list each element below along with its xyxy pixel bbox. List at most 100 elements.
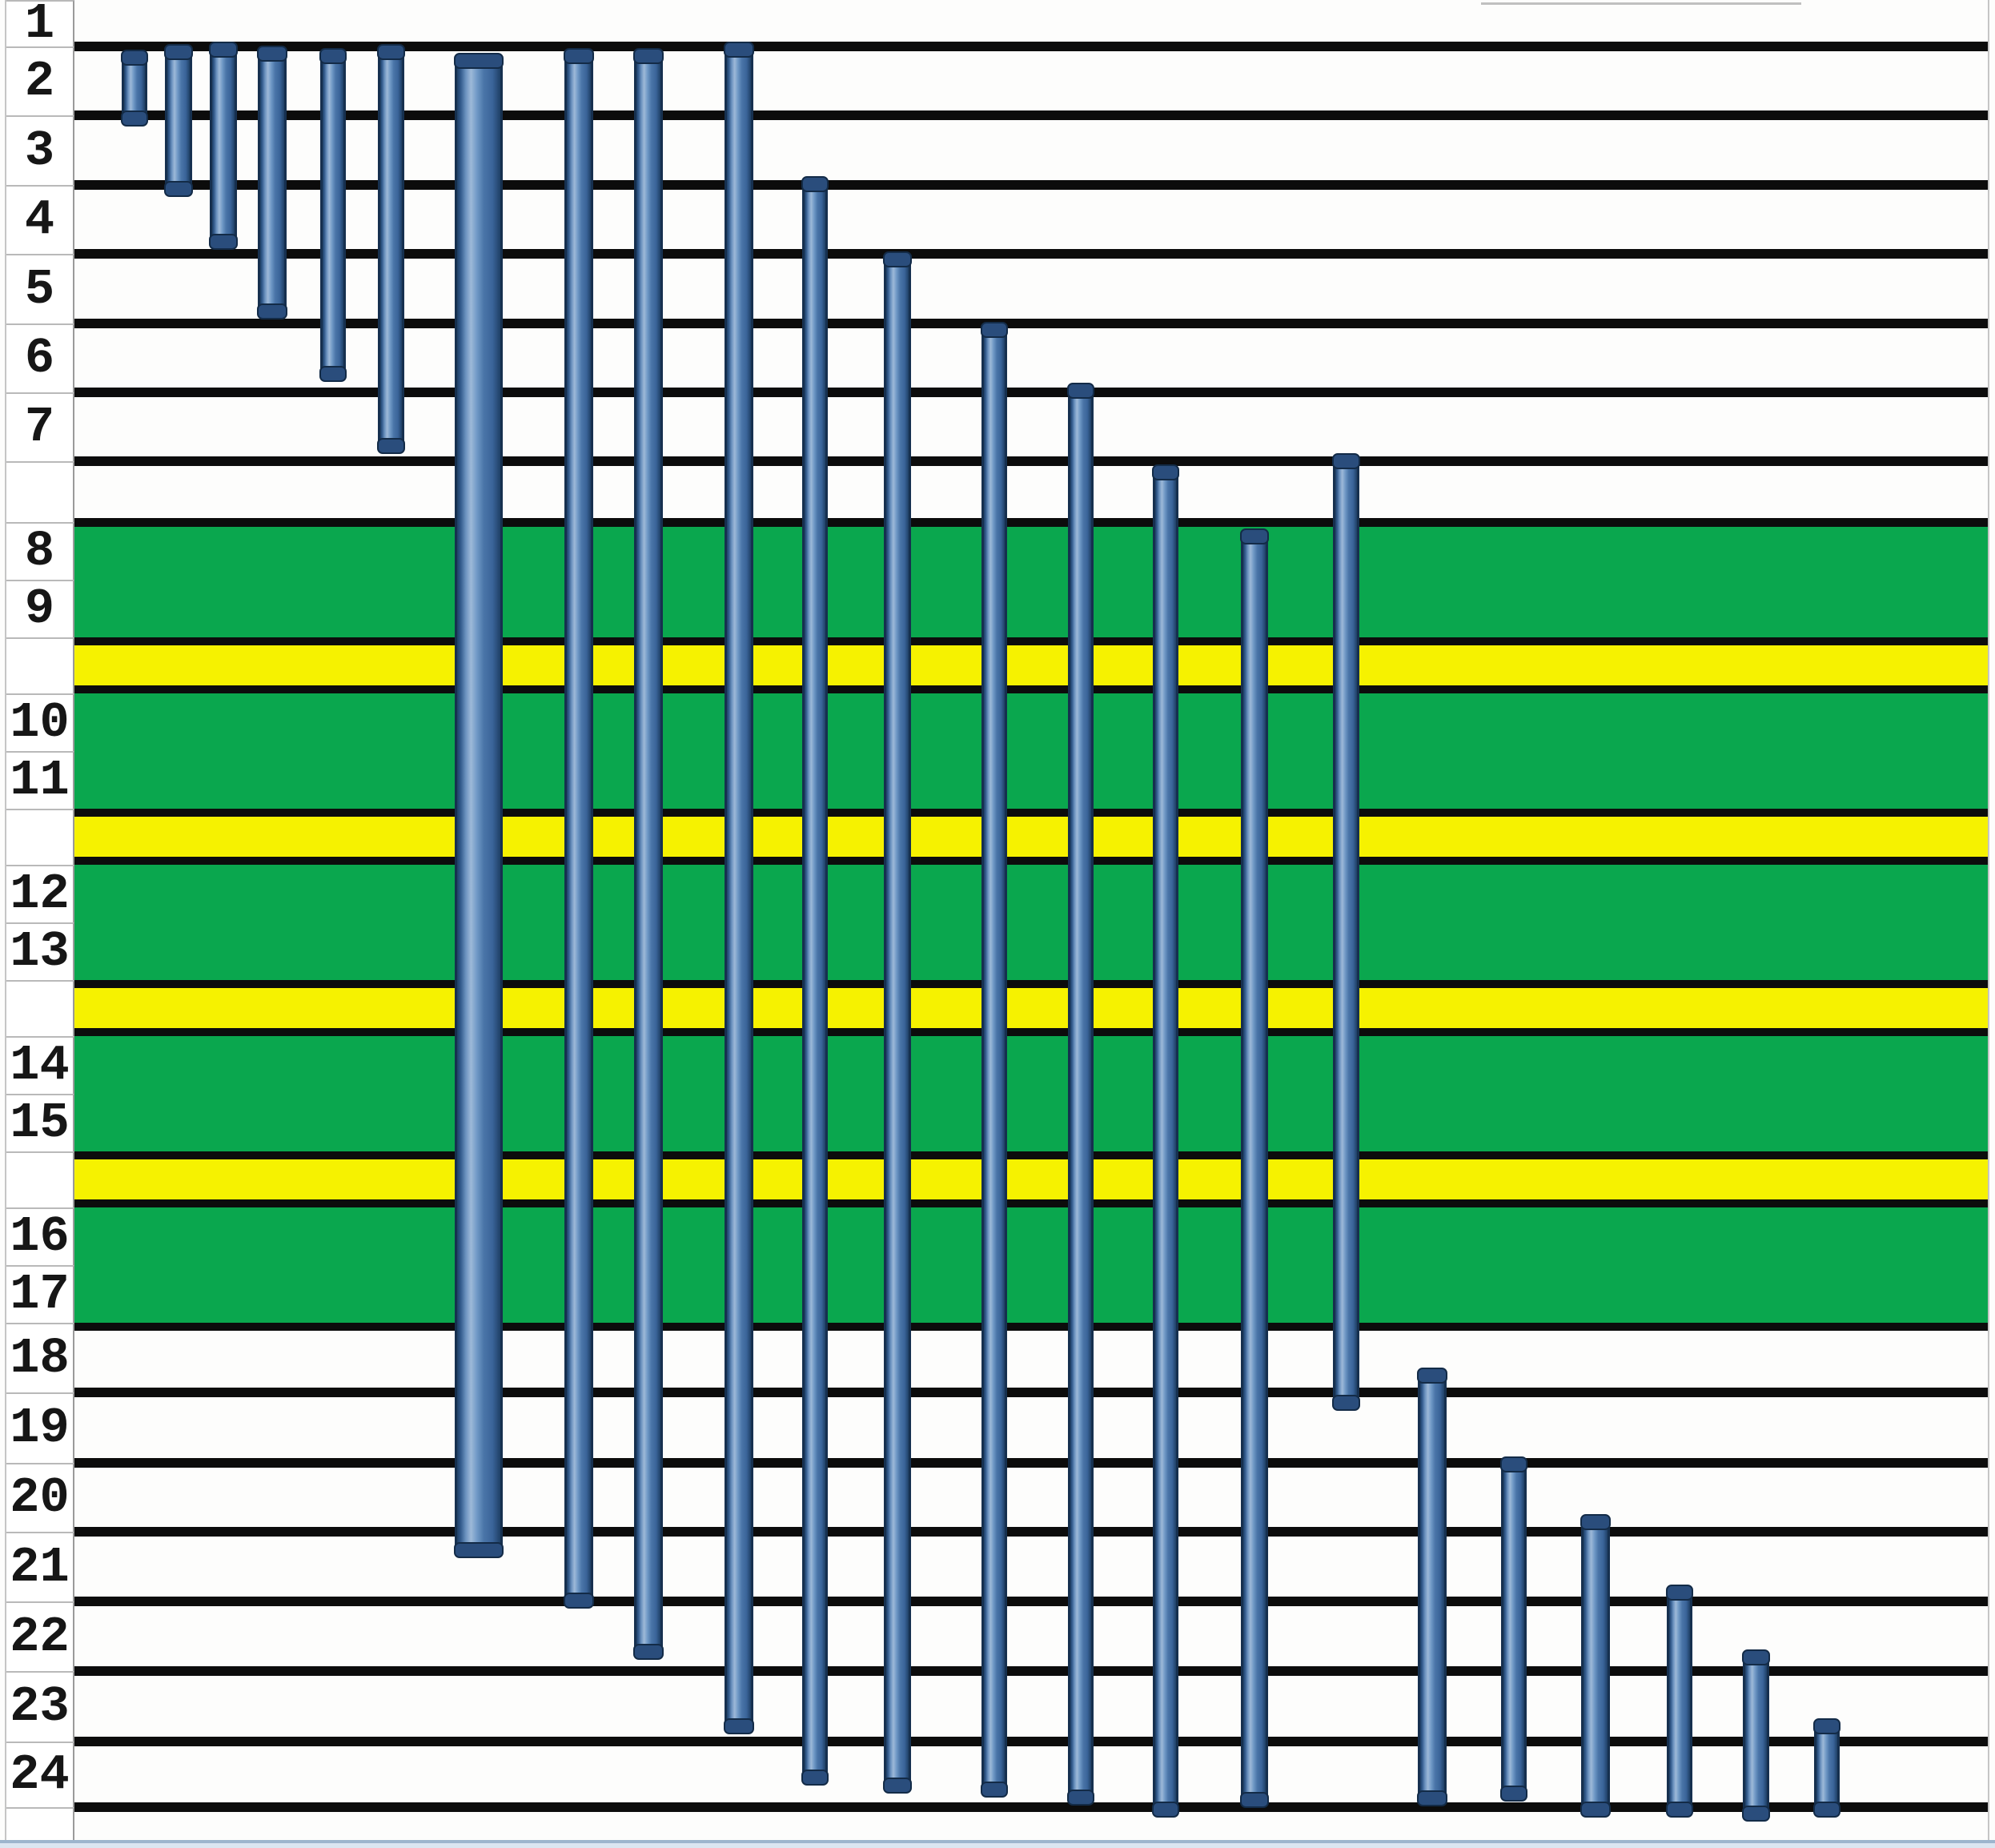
row-label: 16 bbox=[10, 1208, 70, 1265]
band-border-line bbox=[74, 809, 1988, 817]
bar-top-cap bbox=[1742, 1649, 1770, 1665]
data-bar-col-7[interactable] bbox=[454, 53, 504, 1558]
band-border-line bbox=[74, 685, 1988, 693]
row-header-23[interactable]: 23 bbox=[6, 1671, 74, 1742]
row-header-9[interactable]: 9 bbox=[6, 580, 74, 637]
row-header-blank[interactable] bbox=[6, 1807, 74, 1840]
row-header-7[interactable]: 7 bbox=[6, 392, 74, 461]
data-bar-col-19[interactable] bbox=[1500, 1456, 1527, 1802]
green-highlight-band bbox=[74, 1207, 1988, 1323]
bar-top-cap bbox=[1332, 453, 1360, 469]
data-bar-col-4[interactable] bbox=[257, 46, 287, 319]
data-bar-col-12[interactable] bbox=[883, 251, 912, 1794]
footer-fill bbox=[0, 1843, 1995, 1848]
row-header-blank[interactable] bbox=[6, 461, 74, 522]
green-highlight-band bbox=[74, 1036, 1988, 1151]
green-highlight-band bbox=[74, 693, 1988, 809]
row-header-11[interactable]: 11 bbox=[6, 751, 74, 809]
row-header-5[interactable]: 5 bbox=[6, 254, 74, 323]
bar-bottom-cap bbox=[1666, 1802, 1693, 1818]
bar-top-cap bbox=[1813, 1718, 1840, 1734]
row-header-10[interactable]: 10 bbox=[6, 693, 74, 751]
row-header-14[interactable]: 14 bbox=[6, 1036, 74, 1094]
bar-top-cap bbox=[564, 48, 594, 64]
gridline bbox=[74, 1597, 1988, 1606]
bar-bottom-cap bbox=[981, 1782, 1008, 1798]
data-bar-col-8[interactable] bbox=[564, 48, 594, 1609]
row-header-21[interactable]: 21 bbox=[6, 1532, 74, 1601]
bar-bottom-cap bbox=[121, 110, 148, 127]
bar-bottom-cap bbox=[1742, 1806, 1770, 1822]
row-header-2[interactable]: 2 bbox=[6, 46, 74, 115]
bar-top-cap bbox=[209, 42, 238, 58]
data-bar-col-9[interactable] bbox=[633, 48, 664, 1660]
row-header-18[interactable]: 18 bbox=[6, 1323, 74, 1392]
data-bar-col-23[interactable] bbox=[1813, 1718, 1840, 1818]
gridline bbox=[74, 1737, 1988, 1746]
data-bar-col-15[interactable] bbox=[1152, 464, 1179, 1818]
row-header-12[interactable]: 12 bbox=[6, 865, 74, 922]
bar-bottom-cap bbox=[633, 1644, 664, 1660]
row-header-blank[interactable] bbox=[6, 637, 74, 693]
row-header-blank[interactable] bbox=[6, 1151, 74, 1207]
row-header-4[interactable]: 4 bbox=[6, 185, 74, 254]
yellow-separator-band bbox=[74, 645, 1988, 685]
row-header-6[interactable]: 6 bbox=[6, 323, 74, 392]
data-bar-col-16[interactable] bbox=[1240, 528, 1269, 1808]
bar-top-cap bbox=[257, 46, 287, 62]
row-header-24[interactable]: 24 bbox=[6, 1742, 74, 1807]
row-label: 23 bbox=[10, 1678, 70, 1735]
bar-bottom-cap bbox=[164, 181, 193, 197]
data-bar-col-1[interactable] bbox=[121, 50, 148, 127]
row-header-blank[interactable] bbox=[6, 980, 74, 1036]
sheet-left-border bbox=[5, 0, 6, 1848]
data-bar-col-3[interactable] bbox=[209, 42, 238, 250]
bar-bottom-cap bbox=[1152, 1802, 1179, 1818]
gridline bbox=[74, 110, 1988, 120]
sheet-right-border bbox=[1988, 0, 1989, 1848]
data-bar-col-6[interactable] bbox=[377, 44, 405, 454]
data-bar-col-21[interactable] bbox=[1666, 1585, 1693, 1818]
data-bar-col-2[interactable] bbox=[164, 44, 193, 197]
row-label: 5 bbox=[24, 260, 55, 318]
data-bar-col-13[interactable] bbox=[981, 322, 1008, 1798]
bar-top-cap bbox=[1666, 1585, 1693, 1601]
data-bar-col-14[interactable] bbox=[1067, 383, 1094, 1806]
row-header-22[interactable]: 22 bbox=[6, 1601, 74, 1671]
bar-bottom-cap bbox=[883, 1778, 912, 1794]
green-highlight-band bbox=[74, 527, 1988, 637]
row-header-13[interactable]: 13 bbox=[6, 922, 74, 980]
data-bar-col-20[interactable] bbox=[1580, 1514, 1611, 1818]
data-bar-col-18[interactable] bbox=[1417, 1368, 1447, 1806]
row-header-20[interactable]: 20 bbox=[6, 1463, 74, 1532]
row-header-16[interactable]: 16 bbox=[6, 1207, 74, 1265]
row-header-17[interactable]: 17 bbox=[6, 1265, 74, 1323]
gridline bbox=[74, 456, 1988, 466]
bar-top-cap bbox=[164, 44, 193, 60]
data-bar-col-10[interactable] bbox=[724, 42, 754, 1734]
bar-bottom-cap bbox=[377, 438, 405, 454]
row-header-3[interactable]: 3 bbox=[6, 115, 74, 185]
data-bar-col-17[interactable] bbox=[1332, 453, 1360, 1411]
row-header-blank[interactable] bbox=[6, 809, 74, 865]
gridline bbox=[74, 180, 1988, 190]
row-header-15[interactable]: 15 bbox=[6, 1094, 74, 1151]
row-label: 15 bbox=[10, 1095, 70, 1151]
bar-top-cap bbox=[883, 251, 912, 267]
row-header-1[interactable]: 1 bbox=[6, 0, 74, 49]
row-label: 22 bbox=[10, 1608, 70, 1665]
yellow-separator-band bbox=[74, 817, 1988, 857]
row-header-19[interactable]: 19 bbox=[6, 1392, 74, 1463]
bar-bottom-cap bbox=[1417, 1790, 1447, 1806]
bar-top-cap bbox=[801, 176, 829, 192]
bar-bottom-cap bbox=[454, 1542, 504, 1558]
row-header-8[interactable]: 8 bbox=[6, 522, 74, 580]
row-label: 14 bbox=[10, 1037, 70, 1094]
data-bar-col-22[interactable] bbox=[1742, 1649, 1770, 1822]
data-bar-col-5[interactable] bbox=[319, 48, 347, 382]
bar-top-cap bbox=[377, 44, 405, 60]
bar-top-cap bbox=[1240, 528, 1269, 544]
band-border-line bbox=[74, 1151, 1988, 1159]
data-bar-col-11[interactable] bbox=[801, 176, 829, 1786]
